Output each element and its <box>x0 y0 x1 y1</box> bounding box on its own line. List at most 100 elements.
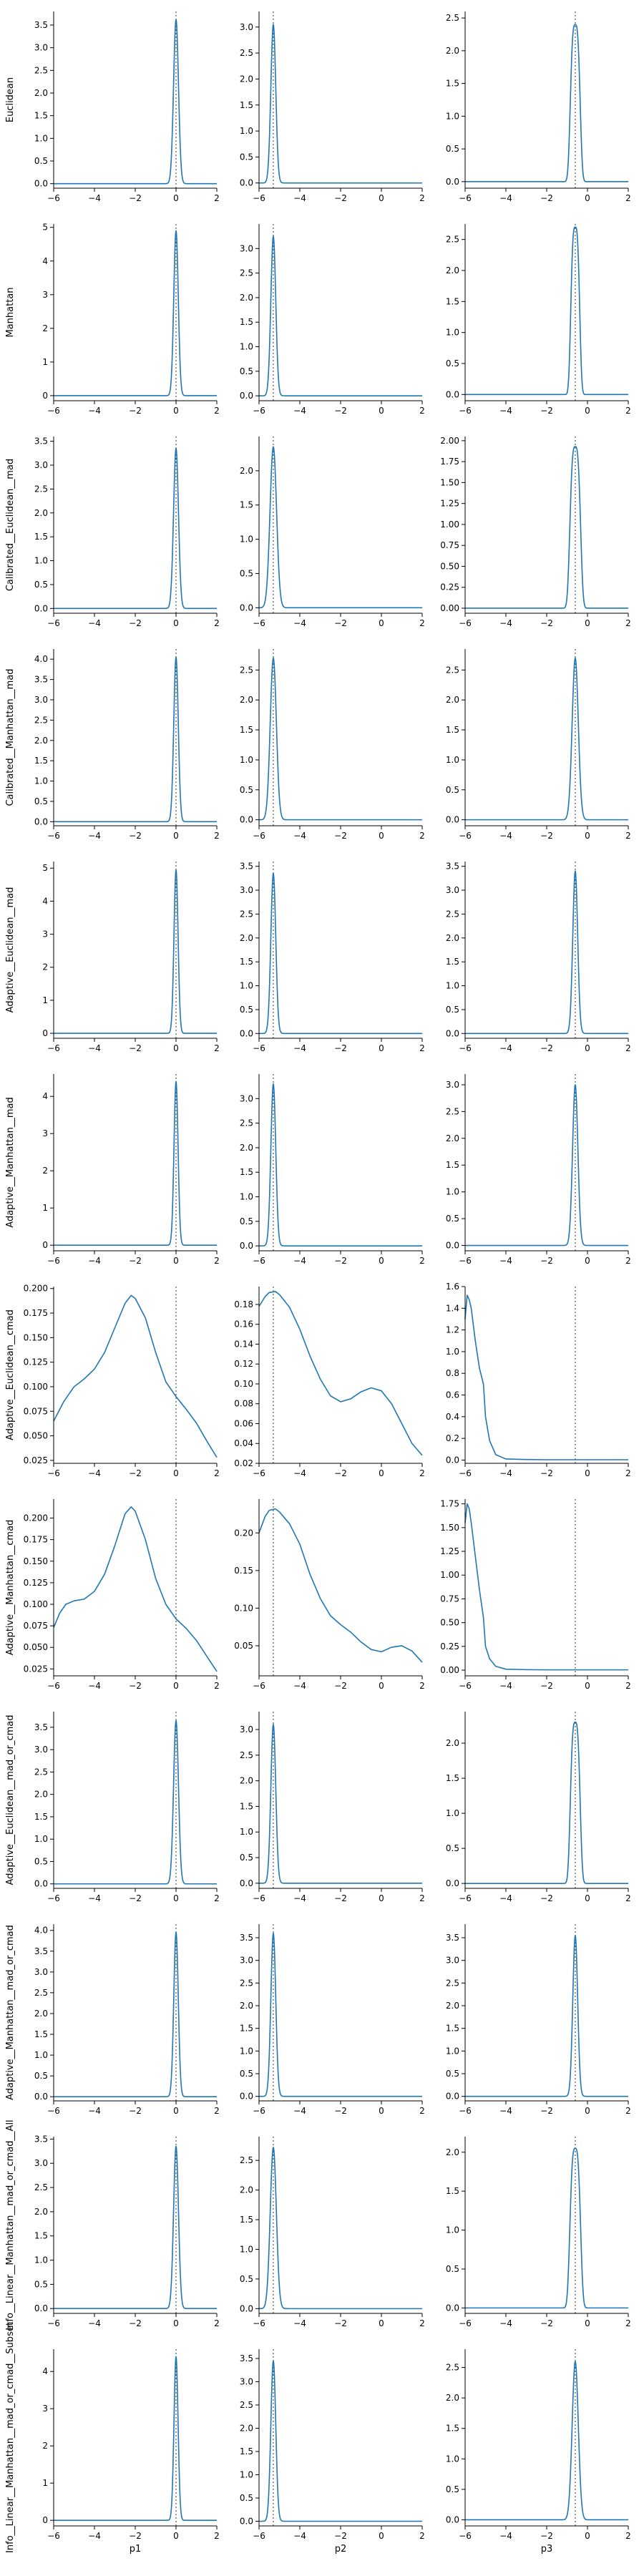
x-tick-label: −4 <box>293 618 306 628</box>
y-tick-label: 0.0 <box>446 815 459 825</box>
y-tick-label: 3 <box>42 290 48 300</box>
y-tick-label: 0.200 <box>24 1284 48 1294</box>
y-tick-label: 2.5 <box>446 665 459 675</box>
x-tick-label: −2 <box>129 2318 142 2328</box>
y-tick-label: 4.0 <box>34 1926 48 1936</box>
y-tick-label: 0.5 <box>240 2274 253 2284</box>
y-tick-label: 1.0 <box>240 126 253 136</box>
x-tick-label: −4 <box>293 2531 306 2541</box>
x-tick-label: −6 <box>253 1893 265 1903</box>
y-tick-label: 1.0 <box>240 2470 253 2480</box>
x-tick-label: −4 <box>499 2106 512 2116</box>
x-tick-label: −2 <box>129 406 142 416</box>
x-tick-label: 0 <box>379 193 384 203</box>
y-tick-label: 3.0 <box>34 1745 48 1755</box>
y-tick-label: 3.0 <box>240 243 253 253</box>
x-tick-label: 2 <box>419 618 425 628</box>
row-label: Calibrated__Manhattan__mad <box>5 668 16 806</box>
x-tick-label: −2 <box>334 1256 347 1266</box>
x-tick-label: −2 <box>540 193 553 203</box>
y-tick-label: 3.5 <box>34 1946 48 1956</box>
row-label: Adaptive__Manhattan__mad <box>5 1097 16 1227</box>
x-tick-label: 2 <box>625 1043 631 1053</box>
x-tick-label: −4 <box>293 1256 306 1266</box>
y-tick-label: 3.5 <box>34 2134 48 2144</box>
y-tick-label: 2.0 <box>446 2001 459 2011</box>
y-tick-label: 1.5 <box>240 317 253 327</box>
panel-r11-c1: −6 −4 −2 0 2 0.0 0.5 1.0 1.5 2.0 2.5 3.0 3.5 <box>34 2134 220 2328</box>
y-tick-label: 0.18 <box>234 1299 253 1309</box>
y-tick-label: 1.0 <box>240 1192 253 1202</box>
y-tick-label: 3.0 <box>34 43 48 53</box>
x-tick-label: −6 <box>459 831 472 841</box>
y-tick-label: 3.5 <box>34 20 48 30</box>
y-tick-label: 1.6 <box>446 1282 459 1292</box>
y-tick-label: 3.0 <box>240 1956 253 1966</box>
y-tick-label: 3.5 <box>446 1933 459 1943</box>
x-tick-label: 2 <box>214 831 220 841</box>
x-tick-label: 0 <box>585 2531 590 2541</box>
x-tick-label: −2 <box>129 193 142 203</box>
x-tick-label: −2 <box>129 1468 142 1478</box>
y-tick-label: 0.5 <box>446 144 459 154</box>
y-tick-label: 2 <box>42 323 48 333</box>
y-tick-label: 2.0 <box>240 293 253 303</box>
x-tick-label: −2 <box>129 1256 142 1266</box>
y-tick-label: 1.5 <box>446 1773 459 1783</box>
x-tick-label: 2 <box>419 2106 425 2116</box>
x-tick-label: 2 <box>214 2106 220 2116</box>
y-tick-label: 2.5 <box>240 909 253 919</box>
density-curve <box>464 1503 628 1671</box>
x-tick-label: −4 <box>499 2318 512 2328</box>
x-tick-label: 0 <box>585 1893 590 1903</box>
y-tick-label: 1.5 <box>446 2024 459 2034</box>
x-tick-label: −4 <box>499 193 512 203</box>
y-tick-label: 0.0 <box>240 391 253 401</box>
x-tick-label: −6 <box>47 1256 60 1266</box>
x-tick-label: −6 <box>47 1681 60 1691</box>
x-tick-label: 0 <box>585 2318 590 2328</box>
y-tick-label: 2.0 <box>34 88 48 98</box>
y-tick-label: 3.0 <box>446 1956 459 1966</box>
x-tick-label: 0 <box>585 1681 590 1691</box>
x-tick-label: −6 <box>253 618 265 628</box>
y-tick-label: 1.5 <box>446 2424 459 2434</box>
y-tick-label: 0.06 <box>234 1418 253 1428</box>
y-tick-label: 1.0 <box>446 1347 459 1357</box>
x-tick-label: −4 <box>499 1468 512 1478</box>
y-tick-label: 2 <box>42 962 48 972</box>
y-tick-label: 3.5 <box>34 675 48 685</box>
density-curve <box>53 2145 218 2310</box>
y-tick-label: 0.5 <box>240 568 253 578</box>
y-tick-label: 0.5 <box>34 2279 48 2289</box>
x-tick-label: 0 <box>173 2531 179 2541</box>
y-tick-label: 1.5 <box>240 2215 253 2225</box>
y-tick-label: 1.5 <box>446 79 459 89</box>
panel-r6-c3: −6 −4 −2 0 2 0.0 0.5 1.0 1.5 2.0 2.5 3.0 <box>446 1074 631 1266</box>
panel-r2-c3: −6 −4 −2 0 2 0.0 0.5 1.0 1.5 2.0 2.5 <box>446 224 631 416</box>
y-tick-label: 0.5 <box>240 2069 253 2079</box>
y-tick-label: 0.50 <box>440 561 459 571</box>
y-tick-label: 1.0 <box>446 2454 459 2464</box>
x-tick-label: −6 <box>47 406 60 416</box>
x-tick-label: 2 <box>625 406 631 416</box>
y-tick-label: 0.0 <box>240 178 253 188</box>
y-tick-label: 2.5 <box>446 1978 459 1988</box>
y-tick-label: 4 <box>42 896 48 906</box>
density-curve <box>53 19 218 185</box>
panel-r12-c3: −6 −4 −2 0 2 0.0 0.5 1.0 1.5 2.0 2.5 p3 <box>446 2349 631 2555</box>
y-tick-label: 0.0 <box>446 177 459 187</box>
x-tick-label: −2 <box>334 2106 347 2116</box>
y-tick-label: 2.0 <box>446 46 459 56</box>
x-tick-label: −4 <box>293 1043 306 1053</box>
y-tick-label: 1.5 <box>34 756 48 766</box>
y-tick-label: 0.0 <box>240 1878 253 1888</box>
y-tick-label: 3 <box>42 1128 48 1138</box>
x-tick-label: −6 <box>47 1043 60 1053</box>
y-tick-label: 0.5 <box>240 2493 253 2503</box>
panel-r1-c2: −6 −4 −2 0 2 0.0 0.5 1.0 1.5 2.0 2.5 3.0 <box>240 11 425 203</box>
y-tick-label: 0.025 <box>24 1455 48 1465</box>
y-tick-label: 2.5 <box>34 1988 48 1998</box>
y-tick-label: 0.16 <box>234 1319 253 1330</box>
y-tick-label: 2.5 <box>34 484 48 494</box>
